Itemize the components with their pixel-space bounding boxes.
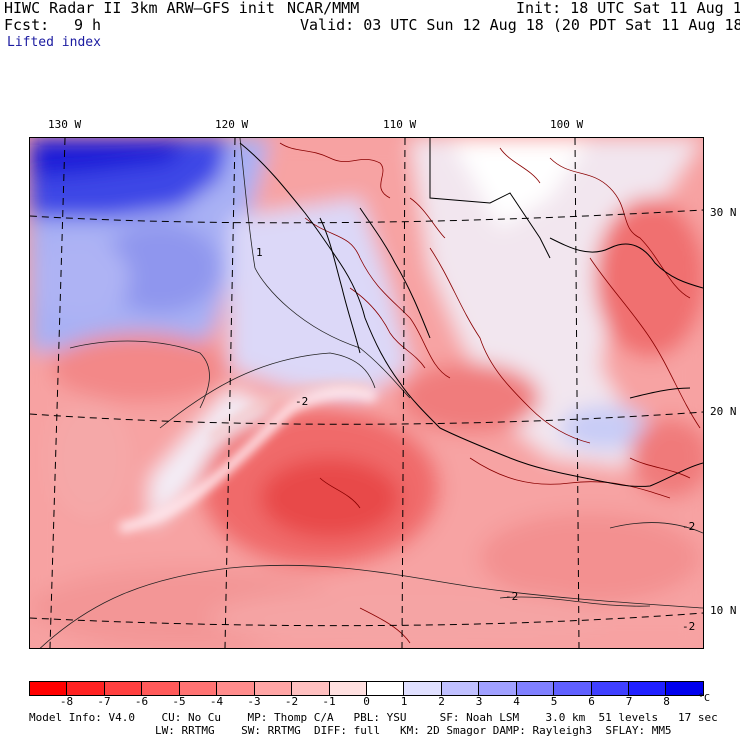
color-swatch bbox=[404, 682, 442, 695]
color-swatch bbox=[292, 682, 330, 695]
color-scale-tick-label: 3 bbox=[475, 695, 483, 708]
lat-label-20n: 20 N bbox=[710, 405, 737, 418]
color-scale-tick-label: 2 bbox=[438, 695, 445, 708]
forecast-label: Fcst: bbox=[4, 16, 50, 34]
color-swatch bbox=[254, 682, 293, 695]
color-scale-tick-label: 8 bbox=[663, 695, 670, 708]
color-swatch bbox=[479, 682, 517, 695]
color-scale-tick-label: 5 bbox=[550, 695, 558, 708]
contour-label: -2 bbox=[682, 620, 695, 633]
model-info-line1: Model Info: V4.0 CU: No Cu MP: Thomp C/A… bbox=[29, 711, 718, 724]
organization: NCAR/MMM bbox=[287, 0, 360, 17]
lifted-index-map: 1 -2 -2 -2 -2 bbox=[29, 137, 704, 649]
color-swatch bbox=[366, 682, 405, 695]
color-scale-tick-label: -8 bbox=[59, 695, 74, 708]
contour-label: 1 bbox=[256, 246, 263, 259]
contour-label: -2 bbox=[682, 520, 695, 533]
color-swatch bbox=[554, 682, 592, 695]
contour-lines bbox=[39, 138, 703, 648]
color-scale-tick-label: 0 bbox=[363, 695, 370, 708]
model-info-line2: LW: RRTMG SW: RRTMG DIFF: full KM: 2D Sm… bbox=[155, 724, 672, 737]
color-scale-tick-label: -7 bbox=[97, 695, 111, 708]
color-swatch bbox=[516, 682, 555, 695]
color-swatch bbox=[217, 682, 255, 695]
color-swatch bbox=[67, 682, 105, 695]
init-time: Init: 18 UTC Sat 11 Aug 18 bbox=[516, 0, 740, 17]
valid-time: Valid: 03 UTC Sun 12 Aug 18 (20 PDT Sat … bbox=[300, 16, 740, 34]
color-swatch bbox=[441, 682, 480, 695]
color-scale-tick-label: -6 bbox=[134, 695, 149, 708]
lat-label-30n: 30 N bbox=[710, 206, 737, 219]
lon-label-110w: 110 W bbox=[383, 118, 417, 131]
lat-label-10n: 10 N bbox=[710, 604, 737, 617]
convective-contours bbox=[279, 142, 701, 644]
contour-label-group: 1 -2 -2 -2 -2 bbox=[256, 246, 695, 633]
lat-lon-grid bbox=[30, 138, 703, 648]
coastlines bbox=[239, 138, 703, 487]
model-title: HIWC Radar II 3km ARW–GFS init bbox=[4, 0, 275, 17]
color-scale-bar bbox=[29, 681, 704, 696]
map-graphic: 1 -2 -2 -2 -2 bbox=[30, 138, 703, 648]
contour-label: -2 bbox=[295, 395, 308, 408]
color-scale-tick-label: 6 bbox=[588, 695, 595, 708]
swirl-detail bbox=[119, 381, 378, 533]
color-scale-tick-label: 1 bbox=[400, 695, 408, 708]
color-swatch bbox=[629, 682, 667, 695]
color-scale-tick-label: -2 bbox=[284, 695, 299, 708]
color-swatch bbox=[30, 682, 68, 695]
color-scale-unit: °C bbox=[698, 693, 711, 704]
color-scale-tick-label: 4 bbox=[513, 695, 520, 708]
color-scale-tick-label: -3 bbox=[247, 695, 261, 708]
field-name: Lifted index bbox=[7, 35, 101, 50]
color-swatch bbox=[329, 682, 367, 695]
color-swatch bbox=[666, 682, 703, 695]
color-swatch bbox=[591, 682, 629, 695]
color-swatch bbox=[104, 682, 143, 695]
color-scale-tick-label: -1 bbox=[322, 695, 336, 708]
lon-label-120w: 120 W bbox=[215, 118, 249, 131]
lon-label-100w: 100 W bbox=[550, 118, 584, 131]
forecast-hour: 9 h bbox=[74, 16, 102, 34]
color-scale-tick-label: -5 bbox=[172, 695, 186, 708]
lon-label-130w: 130 W bbox=[48, 118, 82, 131]
contour-label: -2 bbox=[505, 590, 518, 603]
color-swatch bbox=[142, 682, 180, 695]
color-field bbox=[30, 138, 703, 648]
color-scale-tick-label: -4 bbox=[209, 695, 224, 708]
color-swatch bbox=[179, 682, 218, 695]
color-scale-tick-label: 7 bbox=[625, 695, 633, 708]
